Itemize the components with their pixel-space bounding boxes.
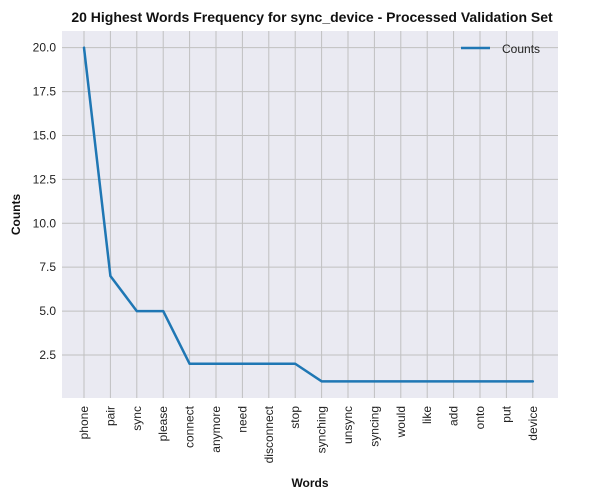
x-tick-label: like [420, 406, 434, 424]
x-tick-label: connect [183, 405, 197, 448]
y-tick-label: 10.0 [33, 216, 57, 230]
y-tick-label: 15.0 [33, 128, 57, 142]
x-tick-label: disconnect [262, 405, 276, 463]
x-tick-label: synching [315, 406, 329, 453]
y-tick-label: 2.5 [39, 348, 56, 362]
y-tick-label: 17.5 [33, 85, 57, 99]
x-tick-label: put [499, 405, 513, 422]
chart-title: 20 Highest Words Frequency for sync_devi… [71, 9, 553, 25]
series-line-counts [82, 46, 535, 383]
grid-lines [62, 31, 558, 398]
x-tick-label: need [235, 406, 249, 433]
legend-label-counts: Counts [502, 42, 540, 56]
y-axis-label: Counts [9, 194, 23, 236]
x-tick-label: pair [103, 406, 117, 426]
x-tick-label: onto [473, 406, 487, 430]
x-tick-label: phone [77, 406, 91, 440]
x-tick-label: would [394, 406, 408, 438]
series-layer [82, 46, 535, 383]
y-tick-label: 5.0 [39, 304, 56, 318]
x-tick-label: unsync [341, 406, 355, 444]
x-tick-labels: phone pair sync please connect anymore need dis… [77, 405, 540, 463]
x-tick-label: add [447, 406, 461, 426]
x-tick-label: device [526, 406, 540, 441]
y-tick-labels: 2.5 5.0 7.5 10.0 12.5 15.0 17.5 20.0 [33, 41, 57, 362]
y-tick-label: 12.5 [33, 172, 57, 186]
x-tick-label: please [156, 406, 170, 442]
plot-background [62, 31, 558, 398]
x-tick-label: syncing [367, 406, 381, 447]
legend: Counts [461, 42, 540, 56]
x-tick-label: anymore [209, 406, 223, 453]
x-axis-label: Words [291, 476, 328, 490]
x-tick-label: stop [288, 406, 302, 429]
x-tick-label: sync [130, 406, 144, 431]
y-tick-label: 7.5 [39, 260, 56, 274]
y-tick-label: 20.0 [33, 41, 57, 55]
